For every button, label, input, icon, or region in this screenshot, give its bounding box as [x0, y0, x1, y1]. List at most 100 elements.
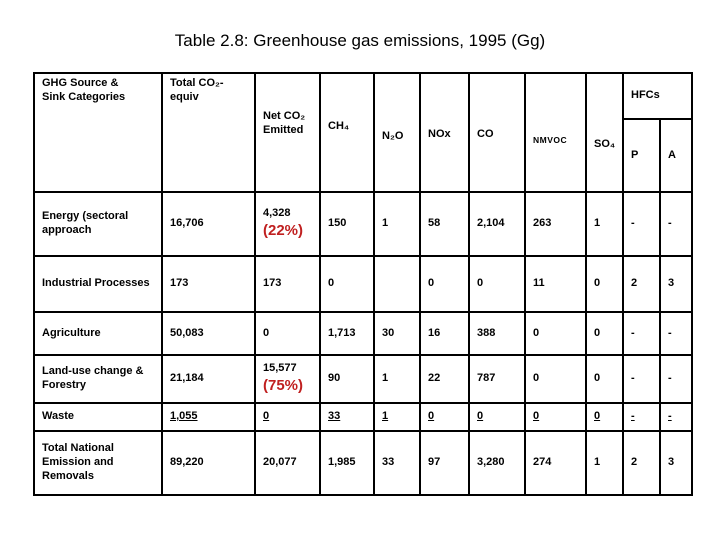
col-header-so4: SO₄	[585, 72, 624, 193]
row-total-national: Total National Emission and Removals 89,…	[33, 430, 694, 496]
cell-hfcs-p: 2	[622, 255, 661, 313]
col-header-nmvoc-label: NMVOC	[533, 135, 568, 146]
cell-label: Agriculture	[33, 311, 163, 356]
cell-co: 787	[468, 354, 526, 404]
cell-net-co2: 15,577 (75%)	[254, 354, 321, 404]
net-co2-value: 15,577	[263, 362, 297, 375]
slide-title: Table 2.8: Greenhouse gas emissions, 199…	[174, 31, 546, 50]
cell-hfcs-p: -	[622, 354, 661, 404]
col-header-co-label: CO	[477, 127, 494, 140]
cell-hfcs-a: -	[658, 354, 694, 404]
cell-label: Total National Emission and Removals	[33, 430, 163, 496]
cell-hfcs-a: -	[658, 311, 694, 356]
col-header-nmvoc: NMVOC	[524, 72, 587, 193]
cell-hfcs-a: 3	[658, 255, 694, 313]
col-header-net-co2: Net CO₂ Emitted	[254, 72, 321, 193]
cell-n2o: 1	[373, 354, 421, 404]
cell-net-co2: 20,077	[254, 430, 321, 496]
header-subrow-hfcs: P A	[34, 118, 694, 193]
col-header-hfcs-a: A	[658, 118, 694, 193]
cell-co: 0	[468, 255, 526, 313]
row-industrial-processes: Industrial Processes 173 173 0 0 0 11 0 …	[33, 255, 694, 313]
cell-net-co2: 4,328 (22%)	[254, 191, 321, 257]
cell-n2o: 1	[373, 402, 421, 432]
cell-ch4: 1,713	[319, 311, 375, 356]
row-agriculture: Agriculture 50,083 0 1,713 30 16 388 0 0…	[33, 311, 694, 356]
cell-so4: 0	[585, 311, 624, 356]
cell-so4: 0	[585, 402, 624, 432]
col-header-ch4: CH₄	[319, 72, 375, 193]
cell-total-co2-equiv: 50,083	[161, 311, 256, 356]
net-co2-percent: (22%)	[263, 222, 304, 239]
cell-nox: 58	[419, 191, 470, 257]
cell-nmvoc: 0	[524, 354, 587, 404]
cell-ch4: 0	[319, 255, 375, 313]
cell-so4: 0	[585, 255, 624, 313]
cell-n2o: 1	[373, 191, 421, 257]
cell-hfcs-a: 3	[658, 430, 694, 496]
cell-hfcs-p: -	[622, 191, 661, 257]
cell-label: Energy (sectoral approach	[33, 191, 163, 257]
cell-so4: 0	[585, 354, 624, 404]
col-header-so4-label: SO₄	[594, 137, 616, 150]
col-header-ghg-source-label: GHG Source & Sink Categories	[42, 77, 126, 103]
cell-co: 3,280	[468, 430, 526, 496]
cell-net-co2: 173	[254, 255, 321, 313]
cell-n2o	[373, 255, 421, 313]
net-co2-value: 4,328	[263, 207, 291, 220]
cell-so4: 1	[585, 191, 624, 257]
cell-hfcs-a: -	[658, 191, 694, 257]
cell-nmvoc: 11	[524, 255, 587, 313]
col-header-nox: NOx	[419, 72, 470, 193]
net-co2-percent: (75%)	[263, 377, 304, 394]
cell-label: Land-use change & Forestry	[33, 354, 163, 404]
cell-nox: 0	[419, 255, 470, 313]
cell-co: 2,104	[468, 191, 526, 257]
cell-nox: 0	[419, 402, 470, 432]
col-header-ghg-source: GHG Source & Sink Categories	[33, 72, 163, 193]
cell-nox: 16	[419, 311, 470, 356]
cell-total-co2-equiv: 173	[161, 255, 256, 313]
col-header-co: CO	[468, 72, 526, 193]
cell-total-co2-equiv: 21,184	[161, 354, 256, 404]
cell-label: Waste	[33, 402, 163, 432]
cell-nox: 22	[419, 354, 470, 404]
header-row: GHG Source & Sink Categories Total CO₂-e…	[33, 72, 694, 193]
cell-hfcs-p: -	[622, 402, 661, 432]
col-header-hfcs: HFCs	[621, 72, 694, 120]
cell-hfcs-p: 2	[622, 430, 661, 496]
cell-hfcs-a: -	[658, 402, 694, 432]
row-land-use-forestry: Land-use change & Forestry 21,184 15,577…	[33, 354, 694, 404]
col-header-n2o-label: N₂O	[382, 129, 404, 142]
cell-ch4: 90	[319, 354, 375, 404]
col-header-net-co2-label: Net CO₂ Emitted	[263, 109, 306, 136]
cell-so4: 1	[585, 430, 624, 496]
cell-nmvoc: 0	[524, 402, 587, 432]
cell-net-co2: 0	[254, 402, 321, 432]
row-waste: Waste 1,055 0 33 1 0 0 0 0 - -	[33, 402, 694, 432]
cell-nmvoc: 0	[524, 311, 587, 356]
cell-total-co2-equiv: 1,055	[161, 402, 256, 432]
col-header-total-co2-equiv: Total CO₂-equiv	[161, 72, 256, 193]
col-header-hfcs-p: P	[622, 118, 661, 193]
cell-ch4: 33	[319, 402, 375, 432]
col-header-n2o: N₂O	[373, 72, 421, 193]
cell-co: 0	[468, 402, 526, 432]
cell-nmvoc: 274	[524, 430, 587, 496]
cell-co: 388	[468, 311, 526, 356]
cell-n2o: 30	[373, 311, 421, 356]
cell-hfcs-p: -	[622, 311, 661, 356]
ghg-emissions-table: GHG Source & Sink Categories Total CO₂-e…	[33, 72, 694, 496]
cell-total-co2-equiv: 89,220	[161, 430, 256, 496]
cell-ch4: 1,985	[319, 430, 375, 496]
cell-nox: 97	[419, 430, 470, 496]
cell-total-co2-equiv: 16,706	[161, 191, 256, 257]
cell-label: Industrial Processes	[33, 255, 163, 313]
cell-nmvoc: 263	[524, 191, 587, 257]
cell-net-co2: 0	[254, 311, 321, 356]
cell-n2o: 33	[373, 430, 421, 496]
cell-ch4: 150	[319, 191, 375, 257]
row-energy: Energy (sectoral approach 16,706 4,328 (…	[33, 191, 694, 257]
col-header-ch4-label: CH₄	[328, 119, 350, 132]
